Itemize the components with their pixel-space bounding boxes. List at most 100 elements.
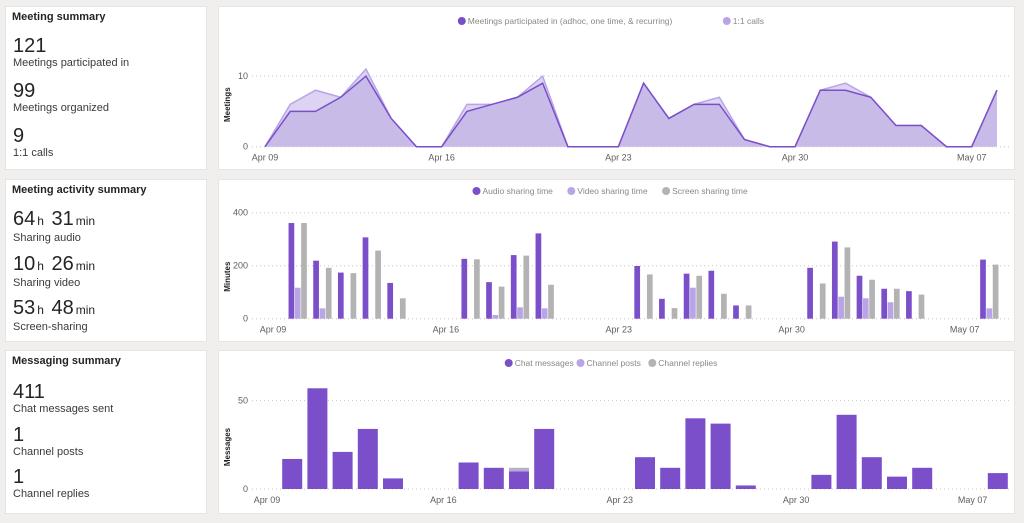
x-tick-label: May 07	[950, 325, 980, 335]
hours-unit: h	[37, 259, 44, 273]
bar-audio-sharing-time	[708, 270, 715, 319]
legend-item: Meetings participated in (adhoc, one tim…	[468, 16, 673, 26]
messaging-summary-card: Messaging summary 411 Chat messages sent…	[5, 350, 207, 514]
stat-value: 411	[13, 381, 45, 403]
stat-meetings-participated: 121 Meetings participated in	[13, 35, 129, 70]
bar-chat-messages	[332, 451, 353, 489]
messages-chart-card: Chat messages Channel posts Channel replie…	[218, 350, 1015, 514]
minutes: 31	[51, 208, 74, 230]
bar-audio-sharing-time	[881, 288, 888, 319]
bar-chat-messages	[383, 478, 403, 489]
legend-item: Channel posts	[587, 358, 641, 368]
meeting-summary-card: Meeting summary 121 Meetings participate…	[5, 6, 207, 170]
bar-video-sharing-time	[492, 314, 499, 319]
stat-sharing-video: 10 h 26 min Sharing video	[13, 253, 97, 290]
bar-chat-messages	[534, 428, 555, 489]
minutes-unit: min	[75, 259, 96, 273]
stat-value: 1	[13, 424, 25, 446]
x-tick-label: Apr 23	[606, 325, 633, 335]
x-tick-label: Apr 30	[778, 325, 805, 335]
bar-chat-messages	[635, 457, 655, 489]
y-tick-label: 200	[233, 261, 248, 271]
bar-audio-sharing-time	[980, 259, 986, 319]
bar-audio-sharing-time	[906, 291, 912, 319]
stat-value: 121	[13, 35, 47, 57]
legend-item: Chat messages	[515, 358, 574, 368]
bar-audio-sharing-time	[807, 267, 813, 319]
bar-screen-sharing-time	[844, 247, 851, 319]
activity-chart-card: Audio sharing time Video sharing time Scre…	[218, 179, 1015, 342]
stat-value: 53 h 48 min	[13, 297, 97, 321]
bar-audio-sharing-time	[313, 260, 319, 319]
activity-summary-title: Meeting activity summary	[12, 184, 147, 196]
bar-video-sharing-time	[887, 302, 894, 319]
legend-item: Audio sharing time	[483, 186, 554, 196]
legend-item: Screen sharing time	[672, 186, 748, 196]
bar-screen-sharing-time	[399, 298, 406, 319]
bar-chat-messages	[660, 467, 681, 489]
bar-chat-messages	[282, 458, 303, 489]
x-tick-label: Apr 16	[428, 153, 455, 163]
bar-chat-messages	[887, 476, 907, 489]
bar-audio-sharing-time	[733, 305, 739, 319]
bar-chat-messages	[685, 418, 706, 489]
legend-marker-icon	[567, 187, 576, 195]
bar-audio-sharing-time	[535, 233, 542, 319]
series-line-meetings-participated	[264, 74, 998, 148]
y-tick-label: 0	[243, 314, 248, 324]
bar-chat-messages	[458, 462, 479, 489]
stat-label: Meetings organized	[13, 102, 110, 114]
minutes-unit: min	[75, 303, 96, 317]
minutes: 26	[51, 253, 74, 275]
bar-audio-sharing-time	[659, 298, 665, 319]
stat-channel-posts: 1 Channel posts	[13, 424, 83, 459]
bar-video-sharing-time	[517, 307, 523, 319]
y-axis-title: Minutes	[223, 261, 232, 292]
bar-video-sharing-time	[294, 287, 301, 319]
bar-screen-sharing-time	[301, 223, 307, 319]
y-axis-title: Messages	[223, 427, 232, 466]
minutes: 48	[51, 297, 74, 319]
x-tick-label: Apr 30	[782, 153, 809, 163]
bar-screen-sharing-time	[696, 275, 703, 319]
meetings-chart-card: Meetings participated in (adhoc, one tim…	[218, 6, 1015, 170]
stat-value: 10 h 26 min	[13, 253, 97, 277]
stat-chat-messages: 411 Chat messages sent	[13, 381, 113, 416]
bar-video-sharing-time	[541, 308, 548, 319]
bar-audio-sharing-time	[510, 255, 517, 319]
stat-meetings-organized: 99 Meetings organized	[13, 80, 109, 115]
bar-screen-sharing-time	[474, 259, 480, 319]
meetings-area-chart: Meetings participated in (adhoc, one tim…	[223, 16, 1009, 163]
x-tick-label: Apr 09	[252, 153, 279, 163]
stat-one-on-one-calls: 9 1:1 calls	[13, 125, 53, 160]
bar-video-sharing-time	[862, 298, 869, 319]
hours-unit: h	[37, 214, 44, 228]
minutes-unit: min	[75, 214, 96, 228]
bar-screen-sharing-time	[548, 284, 554, 319]
bar-audio-sharing-time	[683, 273, 690, 319]
bar-audio-sharing-time	[461, 258, 468, 319]
legend-marker-icon	[648, 359, 657, 367]
hours: 10	[13, 253, 36, 275]
bar-channel-replies	[509, 467, 529, 470]
legend-item: 1:1 calls	[733, 16, 764, 26]
bar-chat-messages	[509, 471, 529, 489]
y-axis-title: Meetings	[223, 87, 232, 122]
bar-chat-messages	[307, 388, 328, 489]
bar-channel-posts	[509, 469, 529, 472]
bar-chat-messages	[836, 414, 857, 489]
x-tick-label: Apr 30	[783, 495, 810, 505]
bar-audio-sharing-time	[362, 237, 369, 319]
x-tick-label: Apr 16	[433, 325, 460, 335]
bar-screen-sharing-time	[523, 255, 530, 319]
bar-screen-sharing-time	[498, 286, 505, 319]
bar-chat-messages	[735, 485, 756, 489]
stat-value: 64 h 31 min	[13, 208, 97, 232]
bar-audio-sharing-time	[856, 275, 863, 319]
legend-item: Channel replies	[658, 358, 717, 368]
legend-marker-icon	[472, 187, 481, 195]
stat-label: 1:1 calls	[13, 147, 54, 159]
bar-audio-sharing-time	[634, 265, 641, 319]
stat-value: 99	[13, 80, 36, 102]
bar-chat-messages	[811, 474, 832, 489]
